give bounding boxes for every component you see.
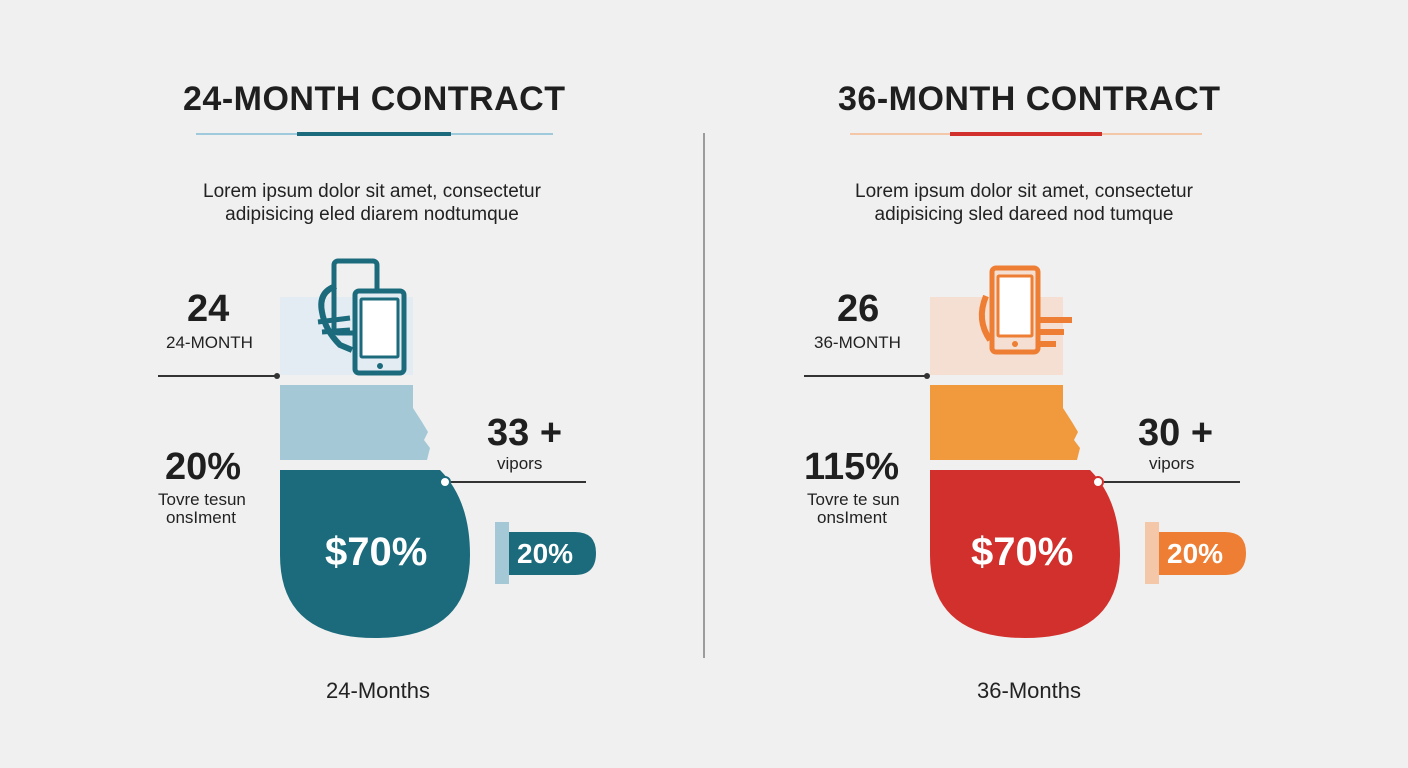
right-center-value: $70% <box>971 530 1074 574</box>
right-stat-top-dot <box>924 373 930 379</box>
right-stat-right-line <box>1104 481 1240 483</box>
left-title-underline-accent <box>297 132 451 136</box>
right-contract-panel: 36-MONTH CONTRACT Lorem ipsum dolor sit … <box>704 0 1408 768</box>
left-stat-mid-label-2: onsIment <box>166 508 236 527</box>
right-stat-right-label: vipors <box>1149 454 1195 473</box>
right-stat-right-marker <box>1092 476 1104 488</box>
right-description-line-2: adipisicing sled dareed nod tumque <box>874 204 1174 225</box>
right-description-line-1: Lorem ipsum dolor sit amet, consectetur <box>855 181 1193 202</box>
right-figure <box>930 265 1246 638</box>
left-badge-value: 20% <box>517 538 574 569</box>
right-stat-right-value: 30 + <box>1138 412 1214 454</box>
left-description-line-2: adipisicing eled diarem nodtumque <box>225 204 519 225</box>
left-stat-right-label: vipors <box>497 454 543 473</box>
right-middle-band <box>930 385 1080 460</box>
left-stat-top-label: 24-MONTH <box>166 333 253 352</box>
left-contract-panel: 24-MONTH CONTRACT Lorem ipsum dolor sit … <box>158 80 596 703</box>
right-stat-mid-value: 115% <box>804 446 900 488</box>
left-figure <box>280 258 596 638</box>
left-phones-icon <box>317 258 407 376</box>
left-description-line-1: Lorem ipsum dolor sit amet, consectetur <box>203 181 541 202</box>
right-badge-connector <box>1145 522 1159 584</box>
left-stat-top-value: 24 <box>187 288 230 330</box>
left-badge-shape <box>509 532 596 575</box>
left-stat-top-dot <box>274 373 280 379</box>
left-badge-connector <box>495 522 509 584</box>
right-badge-shape <box>1159 532 1246 575</box>
left-stat-top-line <box>158 375 278 377</box>
left-stat-right-line <box>448 481 586 483</box>
right-stat-top-label: 36-MONTH <box>814 333 901 352</box>
left-description: Lorem ipsum dolor sit amet, consectetur … <box>20 180 724 226</box>
right-bottom-shape <box>930 470 1120 638</box>
left-title: 24-MONTH CONTRACT <box>183 80 566 118</box>
right-stat-mid-label-1: Tovre te sun <box>807 490 900 509</box>
right-stat-top-line <box>804 375 928 377</box>
panel-divider <box>703 133 705 658</box>
left-center-value: $70% <box>325 530 428 574</box>
left-stat-right-marker <box>439 476 451 488</box>
right-title-underline-accent <box>950 132 1102 136</box>
right-description: Lorem ipsum dolor sit amet, consectetur … <box>672 180 1376 226</box>
left-bottom-shape <box>280 470 470 638</box>
right-badge-value: 20% <box>1167 538 1224 569</box>
right-stat-mid-label-2: onsIment <box>817 508 887 527</box>
right-stat-top-value: 26 <box>837 288 880 330</box>
right-bottom-label: 36-Months <box>977 678 1081 703</box>
right-title: 36-MONTH CONTRACT <box>838 80 1221 118</box>
left-stat-mid-value: 20% <box>165 446 242 488</box>
left-bottom-label: 24-Months <box>326 678 430 703</box>
left-middle-band <box>280 385 430 460</box>
right-phone-icon <box>978 265 1072 355</box>
left-stat-right-value: 33 + <box>487 412 563 454</box>
left-stat-mid-label-1: Tovre tesun <box>158 490 246 509</box>
